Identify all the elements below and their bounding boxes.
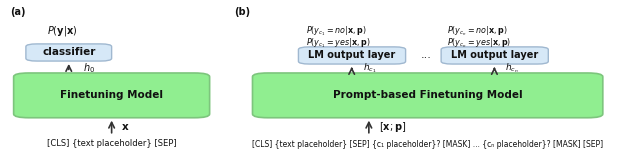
Text: ...: ... bbox=[420, 50, 431, 60]
Text: $h_{c_n}$: $h_{c_n}$ bbox=[506, 61, 519, 74]
Text: $[\mathbf{x}; \mathbf{p}]$: $[\mathbf{x}; \mathbf{p}]$ bbox=[380, 120, 406, 134]
Text: $P(y_{c_n} = yes|\mathbf{x}, \mathbf{p})$: $P(y_{c_n} = yes|\mathbf{x}, \mathbf{p})… bbox=[447, 36, 511, 50]
FancyBboxPatch shape bbox=[253, 73, 603, 118]
Text: $P(\mathbf{y}|\mathbf{x})$: $P(\mathbf{y}|\mathbf{x})$ bbox=[47, 24, 78, 38]
Text: $h_0$: $h_0$ bbox=[83, 61, 95, 75]
FancyBboxPatch shape bbox=[298, 47, 406, 64]
FancyBboxPatch shape bbox=[26, 44, 111, 61]
Text: Prompt-based Finetuning Model: Prompt-based Finetuning Model bbox=[333, 90, 522, 100]
Text: $P(y_{c_1} = no|\mathbf{x}, \mathbf{p})$: $P(y_{c_1} = no|\mathbf{x}, \mathbf{p})$ bbox=[306, 24, 366, 38]
Text: Finetuning Model: Finetuning Model bbox=[60, 90, 163, 100]
Text: $h_{c_1}$: $h_{c_1}$ bbox=[363, 61, 376, 74]
Text: LM output layer: LM output layer bbox=[308, 50, 396, 60]
FancyBboxPatch shape bbox=[13, 73, 210, 118]
Text: $P(y_{c_n} = no|\mathbf{x}, \mathbf{p})$: $P(y_{c_n} = no|\mathbf{x}, \mathbf{p})$ bbox=[447, 24, 508, 38]
Text: (b): (b) bbox=[234, 7, 250, 17]
Text: classifier: classifier bbox=[42, 47, 95, 57]
Text: LM output layer: LM output layer bbox=[451, 50, 538, 60]
Text: [CLS] {text placeholder} [SEP] {c₁ placeholder}? [MASK] ... {cₙ placeholder}? [M: [CLS] {text placeholder} [SEP] {c₁ place… bbox=[252, 140, 604, 149]
Text: $P(y_{c_1} = yes|\mathbf{x}, \mathbf{p})$: $P(y_{c_1} = yes|\mathbf{x}, \mathbf{p})… bbox=[306, 36, 370, 50]
FancyBboxPatch shape bbox=[441, 47, 548, 64]
Text: [CLS] {text placeholder} [SEP]: [CLS] {text placeholder} [SEP] bbox=[47, 139, 177, 148]
Text: (a): (a) bbox=[11, 7, 26, 17]
Text: $\mathbf{x}$: $\mathbf{x}$ bbox=[121, 123, 129, 132]
